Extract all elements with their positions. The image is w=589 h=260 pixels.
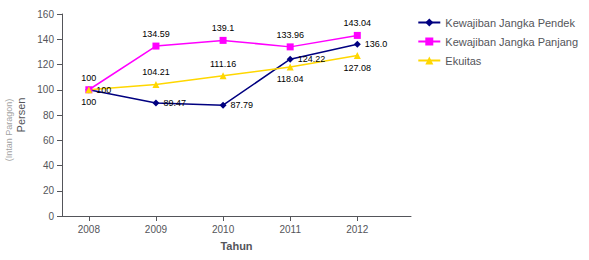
svg-text:133.96: 133.96	[276, 30, 304, 40]
svg-text:87.79: 87.79	[231, 100, 254, 110]
svg-text:89.47: 89.47	[163, 98, 186, 108]
svg-text:40: 40	[43, 160, 55, 171]
svg-text:2009: 2009	[145, 224, 168, 235]
svg-text:2008: 2008	[78, 224, 101, 235]
svg-text:2012: 2012	[346, 224, 369, 235]
svg-text:Tahun: Tahun	[220, 240, 252, 252]
svg-text:60: 60	[43, 135, 55, 146]
svg-text:118.04: 118.04	[277, 74, 304, 84]
svg-text:111.16: 111.16	[210, 59, 236, 69]
svg-text:160: 160	[37, 9, 54, 20]
svg-text:100: 100	[81, 97, 96, 107]
svg-text:134.59: 134.59	[142, 29, 170, 39]
svg-text:100: 100	[37, 84, 54, 95]
svg-text:104.21: 104.21	[142, 67, 170, 77]
svg-text:139.1: 139.1	[212, 23, 235, 33]
svg-text:127.08: 127.08	[344, 63, 372, 73]
svg-text:100: 100	[81, 73, 96, 83]
svg-text:100: 100	[96, 85, 111, 95]
svg-text:(Intan Paragon): (Intan Paragon)	[4, 99, 14, 162]
svg-text:2010: 2010	[212, 224, 235, 235]
svg-text:80: 80	[43, 110, 55, 121]
svg-text:124.22: 124.22	[298, 54, 326, 64]
svg-text:143.04: 143.04	[344, 18, 372, 28]
svg-text:Ekuitas: Ekuitas	[445, 55, 482, 67]
svg-text:120: 120	[37, 59, 54, 70]
svg-text:136.0: 136.0	[365, 39, 388, 49]
svg-text:140: 140	[37, 34, 54, 45]
svg-text:20: 20	[43, 185, 55, 196]
svg-text:2011: 2011	[279, 224, 301, 235]
svg-text:Persen: Persen	[15, 98, 27, 133]
svg-text:0: 0	[48, 211, 54, 222]
svg-text:Kewajiban Jangka Panjang: Kewajiban Jangka Panjang	[445, 36, 578, 48]
svg-text:Kewajiban Jangka Pendek: Kewajiban Jangka Pendek	[445, 17, 575, 29]
